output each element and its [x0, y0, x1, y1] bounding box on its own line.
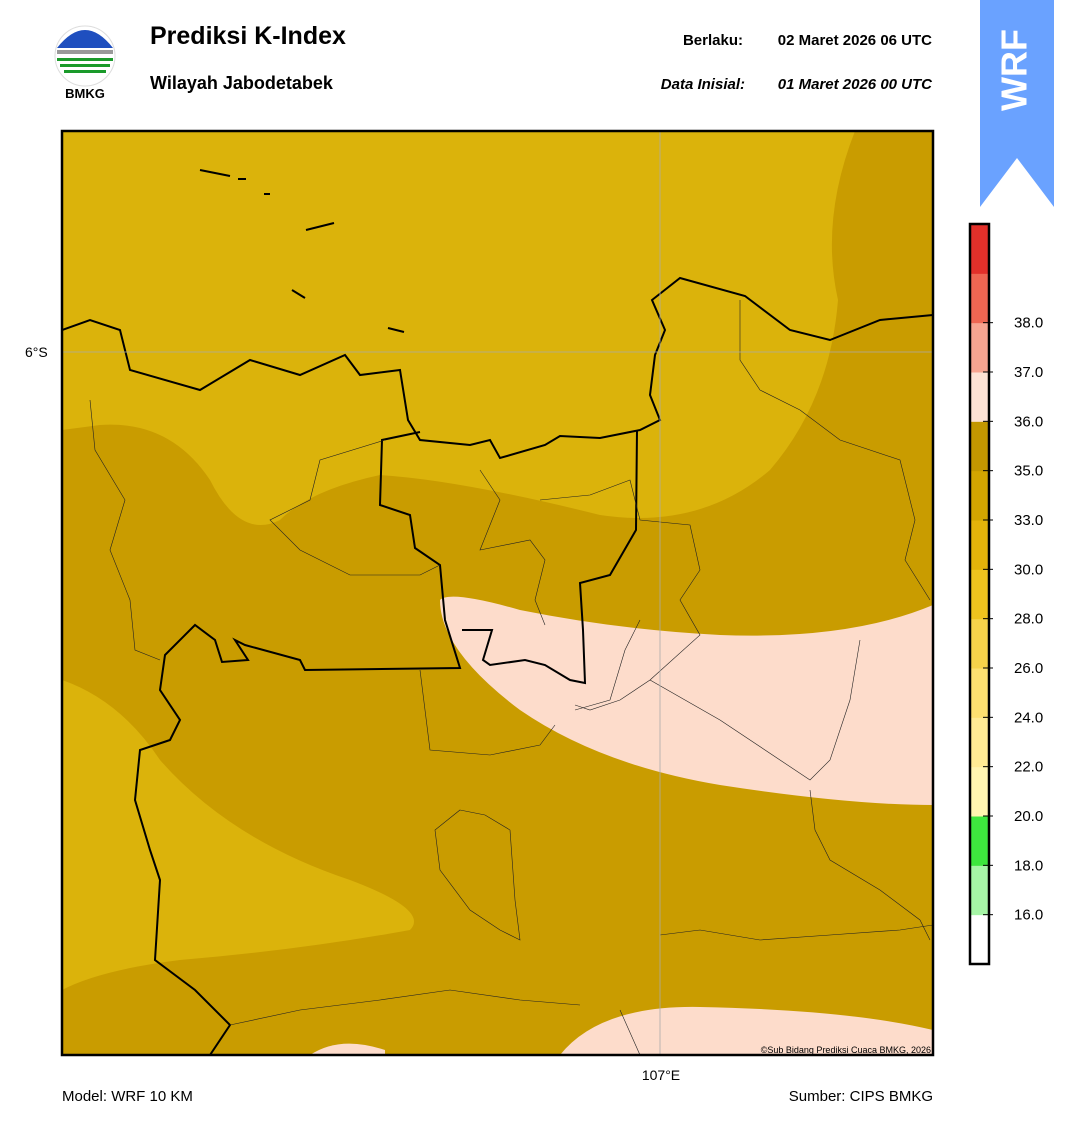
init-label: Data Inisial: [661, 76, 745, 93]
colorbar-segment [970, 816, 989, 866]
colorbar-segment [970, 322, 989, 373]
logo: BMKG [54, 25, 116, 101]
colorbar-tick-label: 30.0 [1014, 561, 1043, 578]
colorbar-segment [970, 717, 989, 768]
colorbar-tick-label: 38.0 [1014, 315, 1043, 332]
logo-text: BMKG [65, 86, 105, 101]
title: Prediksi K-Index [150, 22, 346, 50]
colorbar-segment [970, 914, 989, 965]
badge-shape [980, 0, 1054, 207]
colorbar-segment [970, 520, 989, 570]
lat-label: 6°S [25, 344, 48, 360]
colorbar-frame [968, 222, 991, 966]
colorbar: 16.0 18.0 20.0 22.0 24.0 26.0 28.0 30.0 33.0 35.0… [968, 222, 1043, 966]
colorbar-segment [970, 569, 989, 620]
init-time: 01 Maret 2026 00 UTC [778, 76, 933, 93]
colorbar-tick-label: 24.0 [1014, 709, 1043, 726]
valid-label: Berlaku: [683, 32, 743, 49]
colorbar-tick-label: 28.0 [1014, 611, 1043, 628]
colorbar-tick-label: 36.0 [1014, 413, 1043, 430]
lon-label: 107°E [642, 1067, 680, 1083]
map-frame [60, 129, 935, 1057]
badge-text: WRF [994, 29, 1035, 111]
colorbar-tick-label: 37.0 [1014, 364, 1043, 381]
copyright: ©Sub Bidang Prediksi Cuaca BMKG, 2026 [761, 1045, 931, 1055]
footer-source: Sumber: CIPS BMKG [789, 1088, 933, 1105]
colorbar-tick-label: 20.0 [1014, 808, 1043, 825]
colorbar-tick-label: 16.0 [1014, 907, 1043, 924]
colorbar-segment [970, 224, 989, 274]
valid-time: 02 Maret 2026 06 UTC [778, 32, 932, 49]
colorbar-segment [970, 273, 989, 324]
colorbar-tick-label: 18.0 [1014, 857, 1043, 874]
colorbar-tick-label: 35.0 [1014, 463, 1043, 480]
colorbar-segment [970, 865, 989, 916]
map-area [62, 131, 933, 1055]
footer-model: Model: WRF 10 KM [62, 1088, 193, 1105]
colorbar-tick-label: 26.0 [1014, 660, 1043, 677]
colorbar-segment [970, 470, 989, 521]
colorbar-segment [970, 668, 989, 718]
subtitle: Wilayah Jabodetabek [150, 73, 334, 93]
colorbar-segment [970, 766, 989, 817]
colorbar-segment [970, 618, 989, 669]
colorbar-tick-label: 33.0 [1014, 512, 1043, 529]
colorbar-segment [970, 421, 989, 472]
colorbar-tick-label: 22.0 [1014, 759, 1043, 776]
colorbar-segment [970, 372, 989, 422]
